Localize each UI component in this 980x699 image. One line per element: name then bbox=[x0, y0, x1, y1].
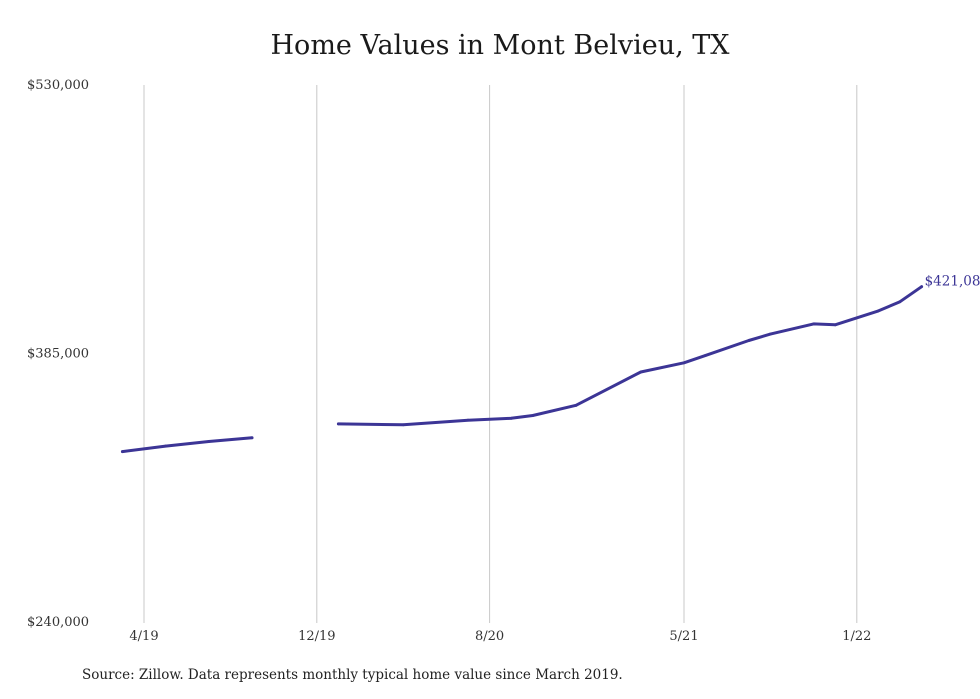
data-point bbox=[164, 444, 168, 448]
data-point bbox=[121, 450, 124, 454]
data-point bbox=[509, 416, 513, 420]
data-point bbox=[250, 436, 254, 440]
data-point bbox=[401, 423, 405, 427]
x-tick-label: 4/19 bbox=[129, 629, 158, 644]
x-tick-label: 1/22 bbox=[842, 629, 871, 644]
data-point bbox=[704, 353, 707, 357]
data-point bbox=[682, 361, 686, 365]
end-value-label: $421,085 bbox=[925, 274, 980, 290]
y-tick-label: $530,000 bbox=[27, 78, 89, 93]
data-point bbox=[466, 418, 470, 422]
gridlines bbox=[143, 85, 858, 623]
series-segment-1 bbox=[336, 285, 924, 427]
data-labels: $421,085 bbox=[925, 274, 980, 290]
data-point bbox=[574, 403, 578, 407]
data-point bbox=[877, 309, 880, 313]
series-line bbox=[120, 285, 924, 454]
x-tick-label: 5/21 bbox=[669, 629, 698, 644]
series-segment-0 bbox=[120, 436, 254, 454]
data-point bbox=[639, 370, 643, 374]
x-axis-ticks: 4/19 12/19 8/20 5/21 1/22 bbox=[129, 629, 871, 644]
data-point bbox=[898, 300, 902, 304]
y-axis-ticks: $530,000 $385,000 $240,000 bbox=[27, 78, 89, 630]
x-tick-label: 8/20 bbox=[475, 629, 504, 644]
source-note: Source: Zillow. Data represents monthly … bbox=[82, 667, 623, 683]
data-point bbox=[207, 440, 211, 443]
x-tick-label: 12/19 bbox=[298, 629, 335, 644]
data-point bbox=[920, 285, 923, 289]
y-tick-label: $385,000 bbox=[27, 347, 89, 362]
data-point bbox=[833, 323, 837, 327]
chart-title: Home Values in Mont Belvieu, TX bbox=[270, 30, 730, 61]
data-point bbox=[747, 339, 751, 342]
data-point bbox=[812, 322, 815, 326]
data-point bbox=[769, 332, 772, 336]
data-point bbox=[531, 414, 535, 417]
data-point bbox=[337, 422, 340, 426]
y-tick-label: $240,000 bbox=[27, 615, 89, 630]
